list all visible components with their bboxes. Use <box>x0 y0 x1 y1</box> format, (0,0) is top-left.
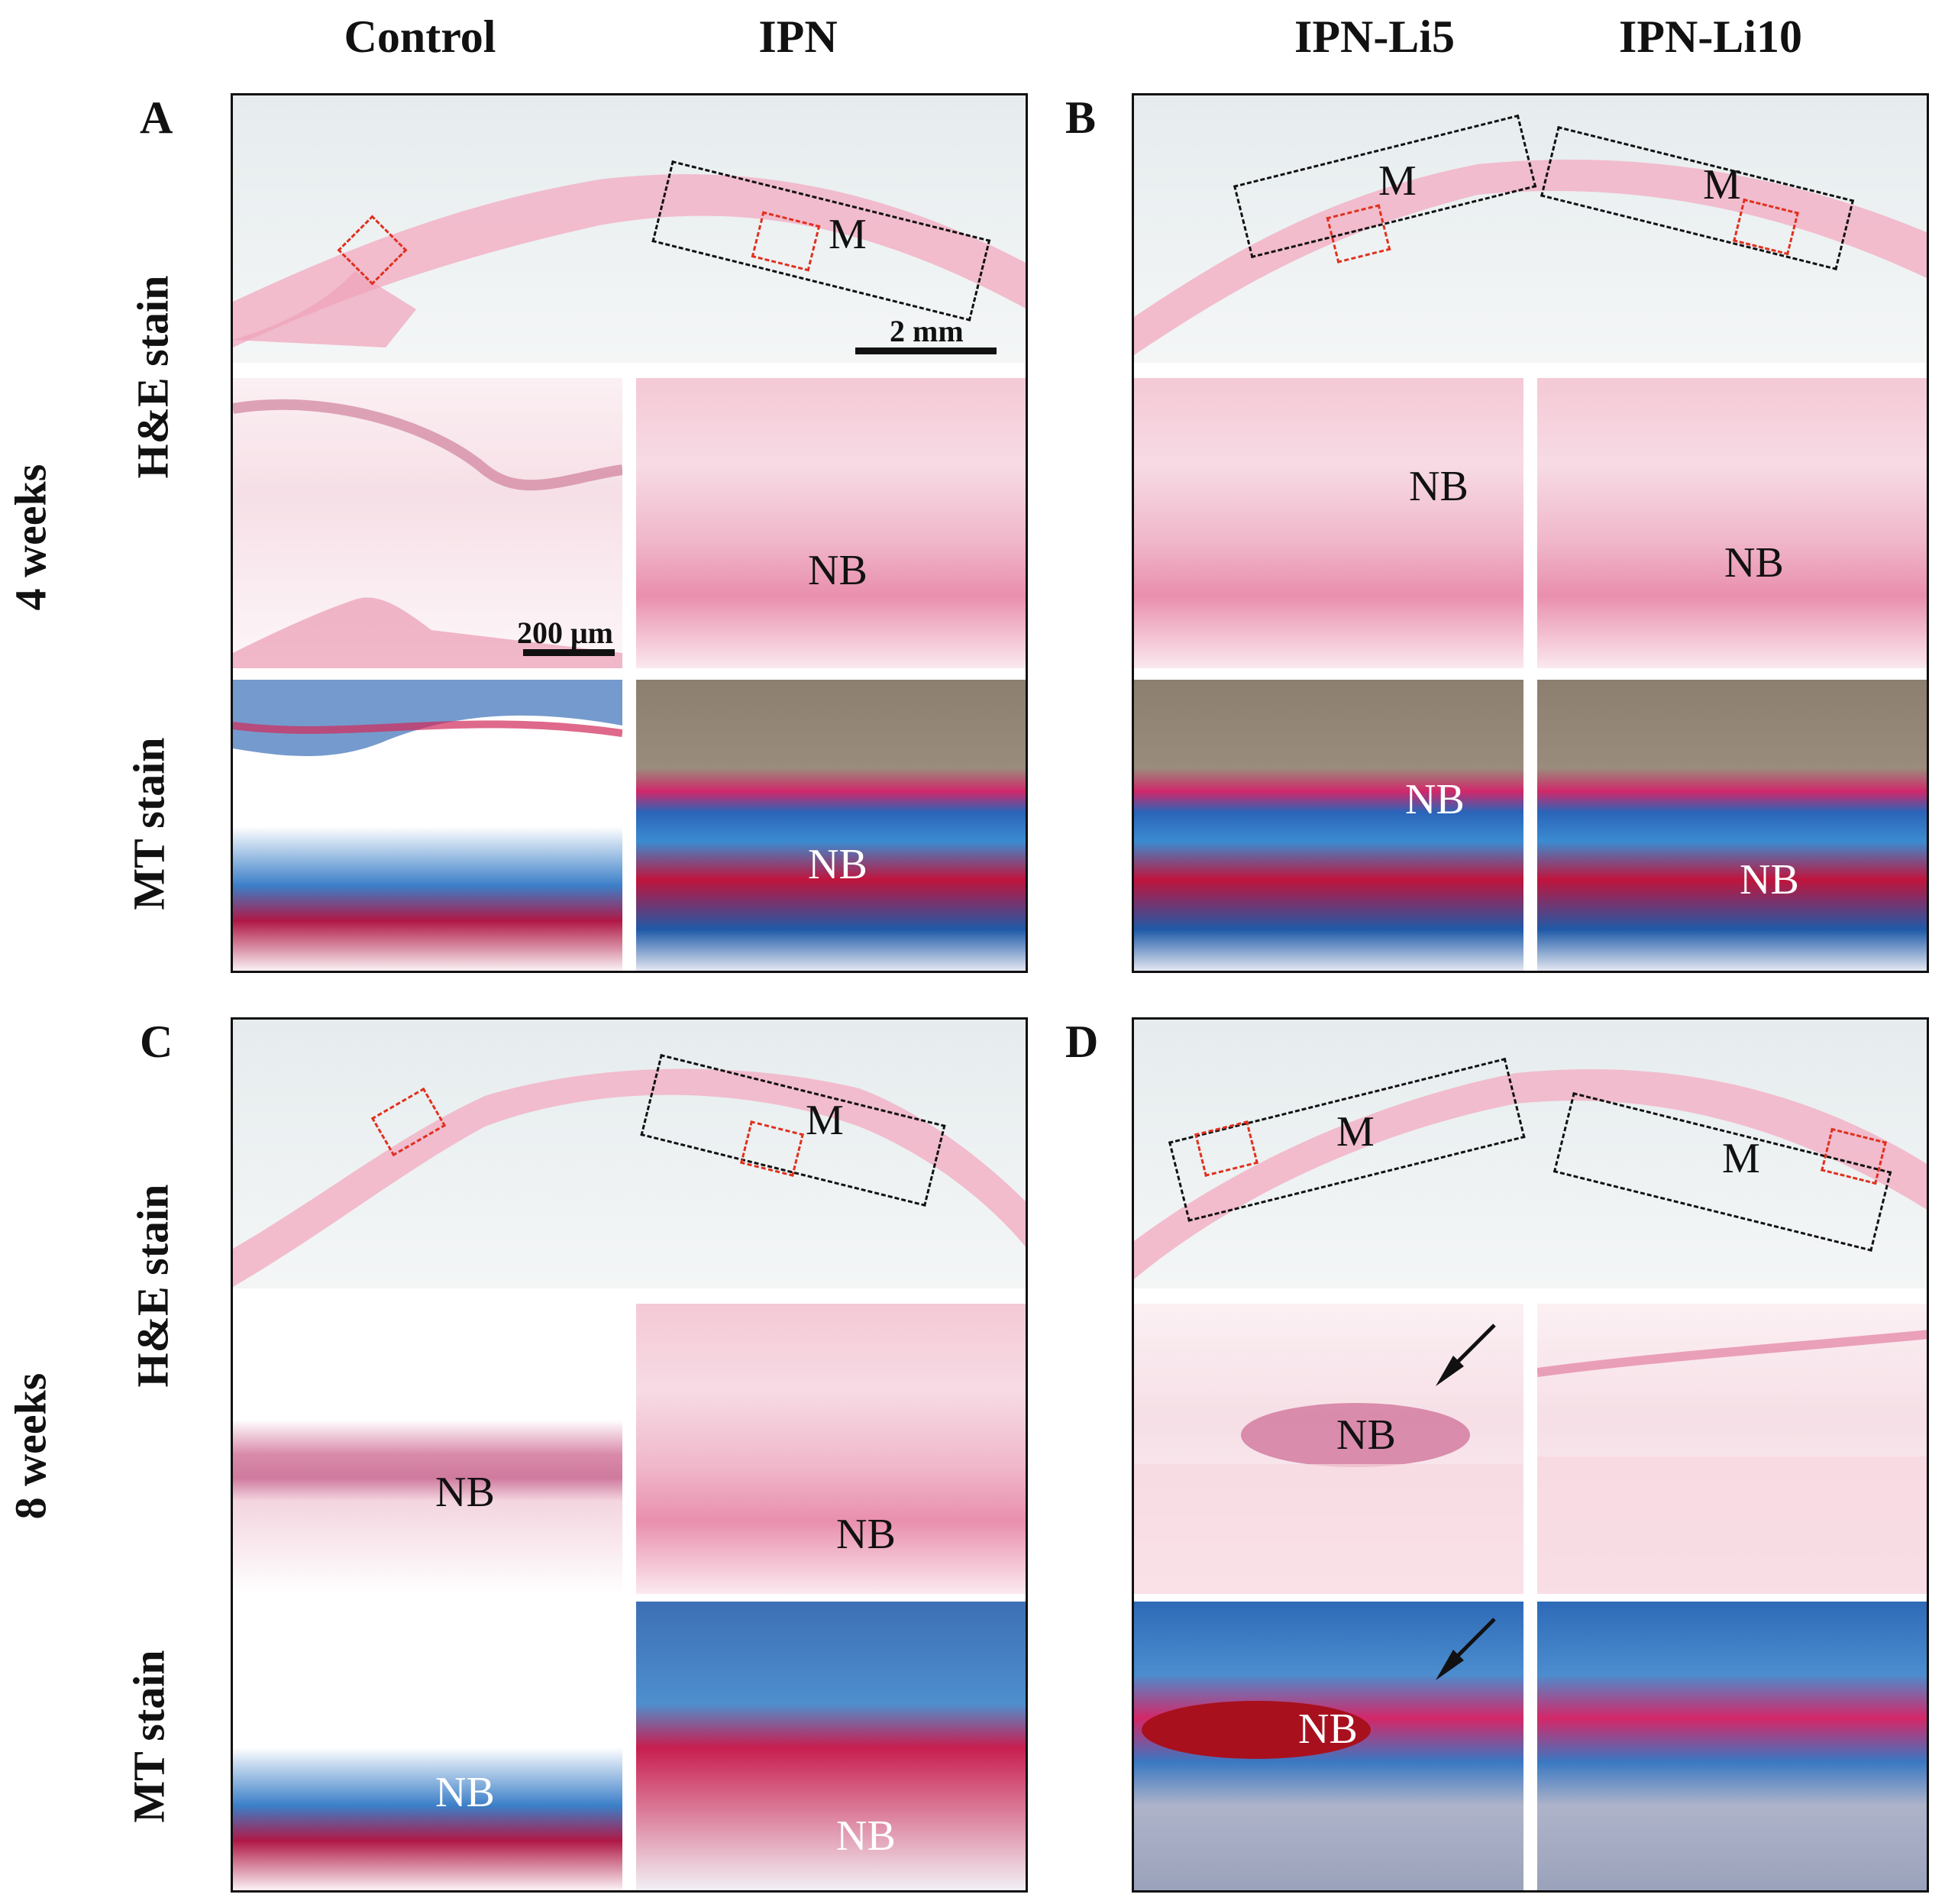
row-label-he-8w: H&E stain <box>128 1184 178 1388</box>
new-bone-label: NB <box>808 841 867 888</box>
overview-image-b: M M <box>1134 95 1927 363</box>
he-image-li10-4w: NB <box>1537 378 1927 668</box>
new-bone-label: NB <box>1298 1705 1358 1753</box>
implant-label: M <box>1378 157 1417 205</box>
panel-b: M M NB NB NB NB <box>1132 93 1929 973</box>
implant-label: M <box>829 211 867 258</box>
mt-image-control-8w: NB <box>233 1602 622 1890</box>
overview-image-c: M <box>233 1020 1026 1288</box>
new-bone-label: NB <box>1740 856 1799 904</box>
scale-label: 2 mm <box>890 314 964 348</box>
he-image-control-8w: NB <box>233 1304 622 1594</box>
he-image-ipn-8w: NB <box>636 1304 1026 1594</box>
scale-label: 200 μm <box>517 616 613 650</box>
column-header-control: Control <box>344 11 496 62</box>
mt-image-li5-4w: NB <box>1134 680 1523 971</box>
panel-a: M 2 mm 200 μm NB NB <box>231 93 1028 973</box>
new-bone-label: NB <box>1409 463 1468 510</box>
implant-label: M <box>806 1097 844 1144</box>
he-image-li10-8w <box>1537 1304 1927 1594</box>
scale-bar <box>523 649 615 656</box>
mt-image-li5-8w: NB <box>1134 1602 1523 1890</box>
panel-label-d: D <box>1065 1017 1099 1067</box>
column-header-ipn-li10: IPN-Li10 <box>1619 11 1802 62</box>
scale-bar <box>855 348 997 354</box>
mt-image-ipn-4w: NB <box>636 680 1026 971</box>
he-image-li5-4w: NB <box>1134 378 1523 668</box>
mt-image-li10-4w: NB <box>1537 680 1927 971</box>
he-image-li5-8w: NB <box>1134 1304 1523 1594</box>
panel-c: M NB NB NB NB <box>231 1017 1028 1893</box>
new-bone-label: NB <box>435 1769 495 1816</box>
new-bone-label: NB <box>808 547 867 594</box>
panel-d: M M NB NB <box>1132 1017 1929 1893</box>
row-label-he-4w: H&E stain <box>128 275 178 479</box>
implant-label: M <box>1336 1108 1375 1156</box>
overview-image-a: M 2 mm <box>233 95 1026 363</box>
new-bone-label: NB <box>836 1511 896 1558</box>
row-label-8-weeks: 8 weeks <box>5 1372 56 1520</box>
new-bone-label: NB <box>836 1812 896 1860</box>
panel-label-a: A <box>140 92 173 143</box>
new-bone-label: NB <box>1405 776 1465 823</box>
new-bone-label: NB <box>1336 1411 1396 1459</box>
new-bone-label: NB <box>1724 539 1784 587</box>
new-bone-label: NB <box>435 1469 495 1516</box>
column-header-ipn-li5: IPN-Li5 <box>1294 11 1455 62</box>
mt-image-li10-8w <box>1537 1602 1927 1890</box>
implant-label: M <box>1722 1135 1760 1182</box>
mt-image-ipn-8w: NB <box>636 1602 1026 1890</box>
mt-image-control-4w <box>233 680 622 971</box>
panel-label-b: B <box>1065 92 1097 143</box>
panel-label-c: C <box>140 1017 173 1067</box>
column-header-ipn: IPN <box>758 11 838 62</box>
arrow-icon <box>1436 1618 1496 1680</box>
row-label-4-weeks: 4 weeks <box>5 464 56 611</box>
row-label-mt-4w: MT stain <box>124 737 174 910</box>
implant-label: M <box>1703 161 1741 209</box>
he-image-ipn-4w: NB <box>636 378 1026 668</box>
he-image-control-4w: 200 μm <box>233 378 622 668</box>
row-label-mt-8w: MT stain <box>124 1650 174 1823</box>
overview-image-d: M M <box>1134 1020 1927 1288</box>
arrow-icon <box>1436 1324 1496 1386</box>
